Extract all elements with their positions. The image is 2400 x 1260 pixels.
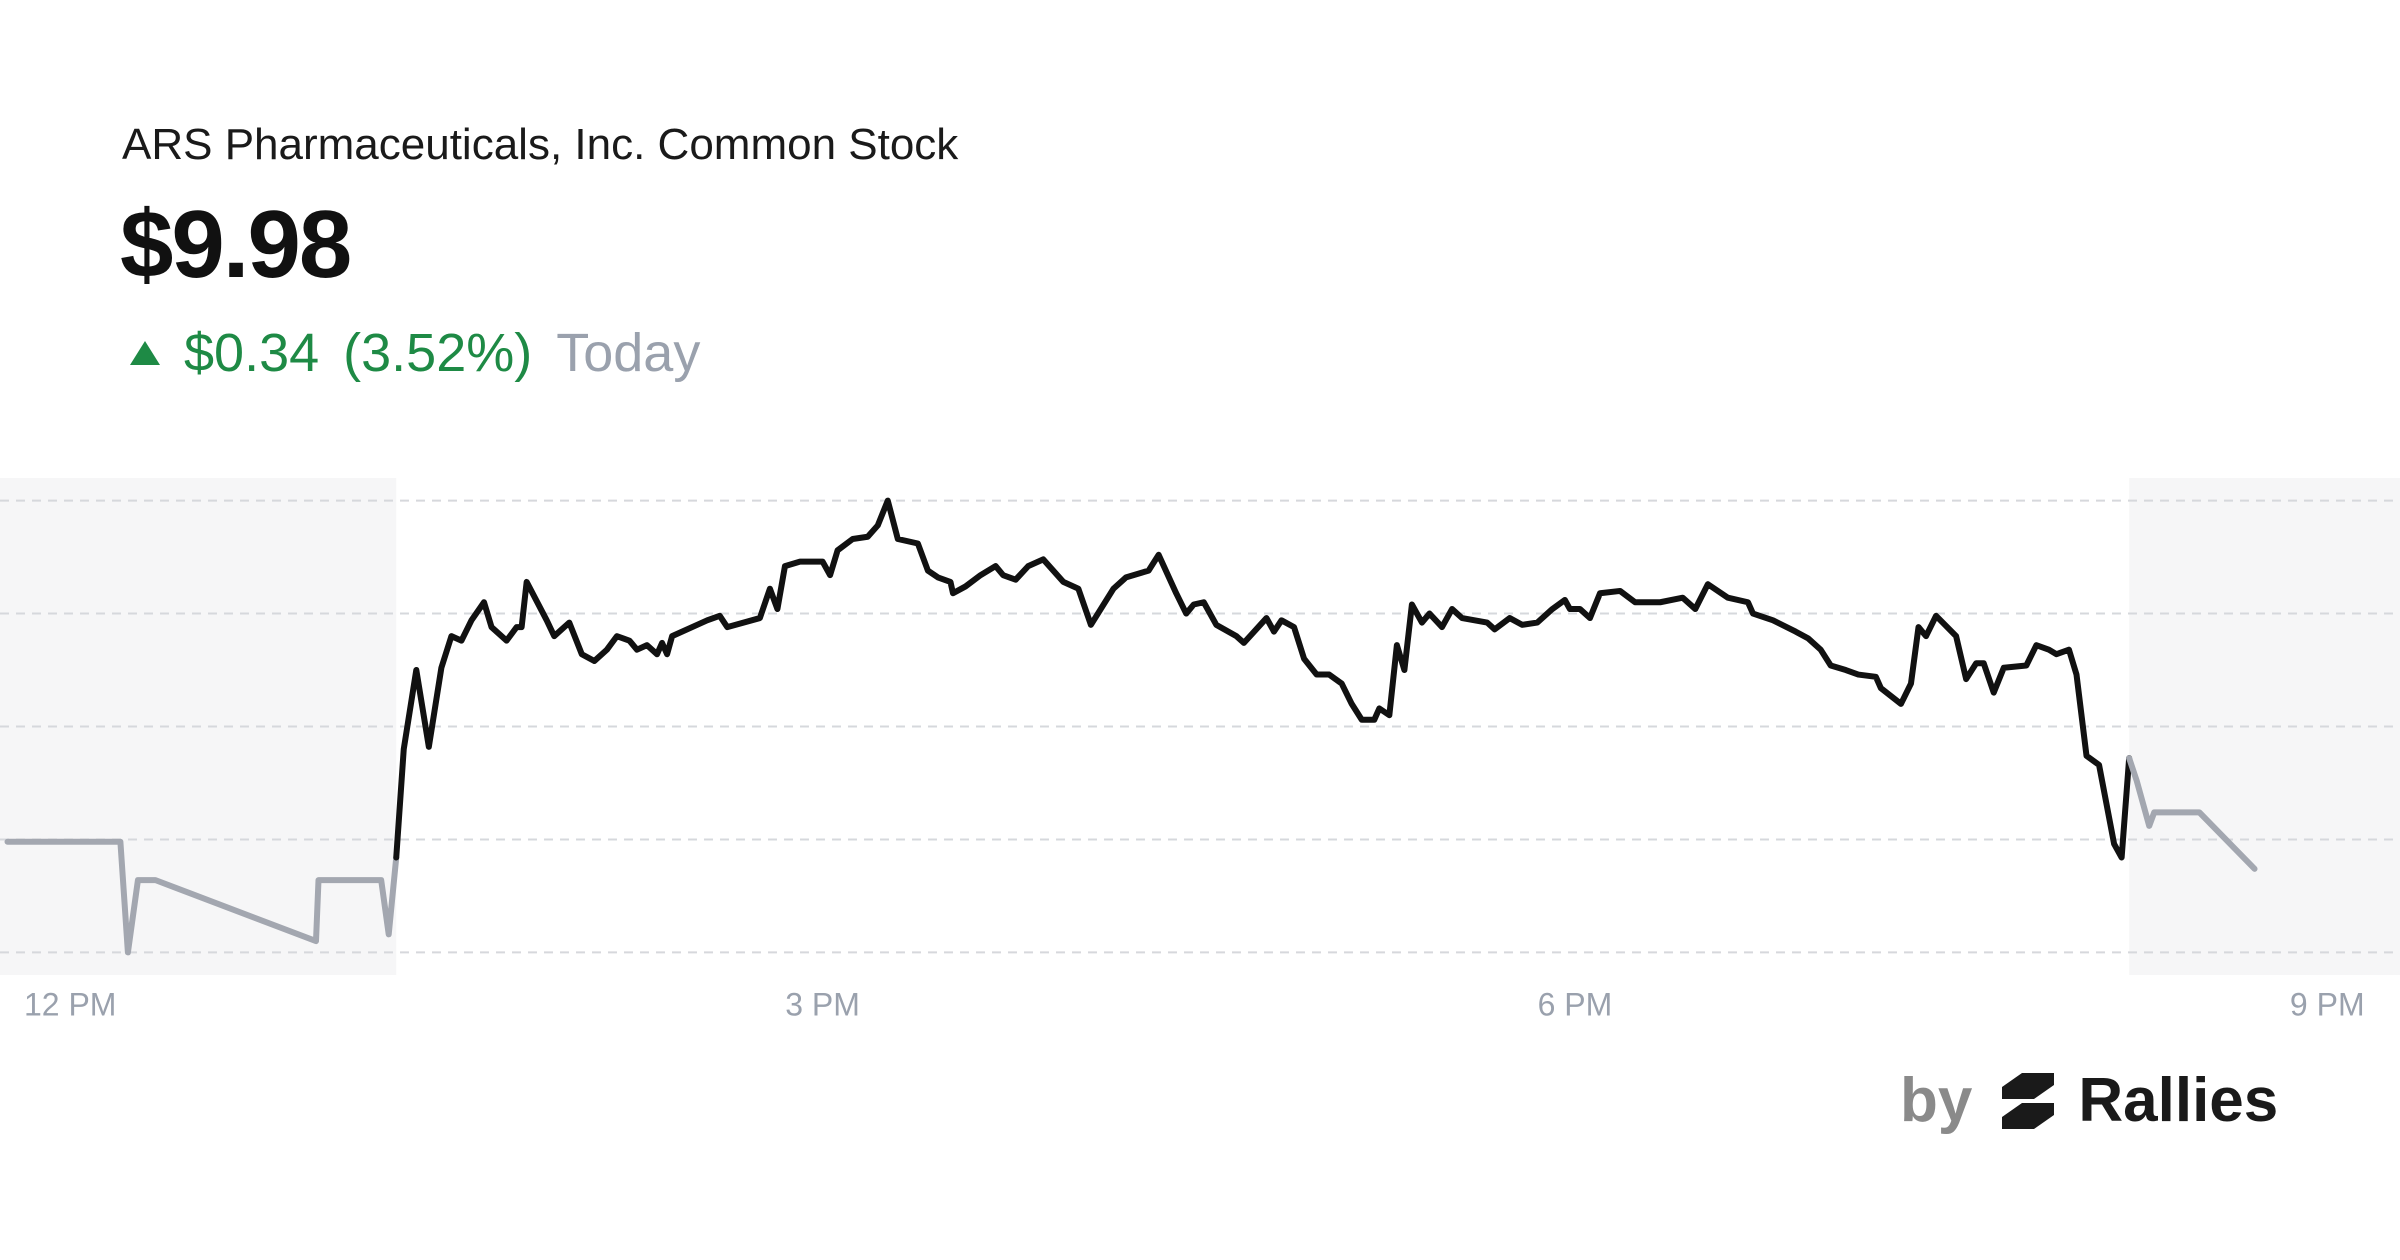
brand: by Rallies [1900, 1065, 2278, 1136]
x-tick-label: 3 PM [785, 986, 860, 1022]
price-line [4, 838, 400, 956]
up-arrow [130, 341, 160, 365]
change-amount: $0.34 [184, 323, 320, 383]
x-tick-label: 6 PM [1538, 986, 1613, 1022]
x-tick-label: 9 PM [2290, 986, 2365, 1022]
stock-name: ARS Pharmaceuticals, Inc. Common Stock [122, 120, 959, 169]
x-tick-label: 12 PM [24, 986, 116, 1022]
price-line [393, 497, 2133, 861]
period: Today [556, 323, 701, 383]
change-row: $0.34 (3.52%) Today [128, 322, 700, 384]
brand-prefix: by [1900, 1066, 1973, 1135]
chart: 12 PM 3 PM 6 PM 9 PM [0, 497, 2400, 1023]
brand-name: Rallies [2078, 1066, 2279, 1135]
change-percent: (3.52%) [343, 323, 533, 383]
price-line [2126, 755, 2258, 872]
brand-logo [2002, 1072, 2055, 1129]
price: $9.98 [120, 191, 352, 298]
